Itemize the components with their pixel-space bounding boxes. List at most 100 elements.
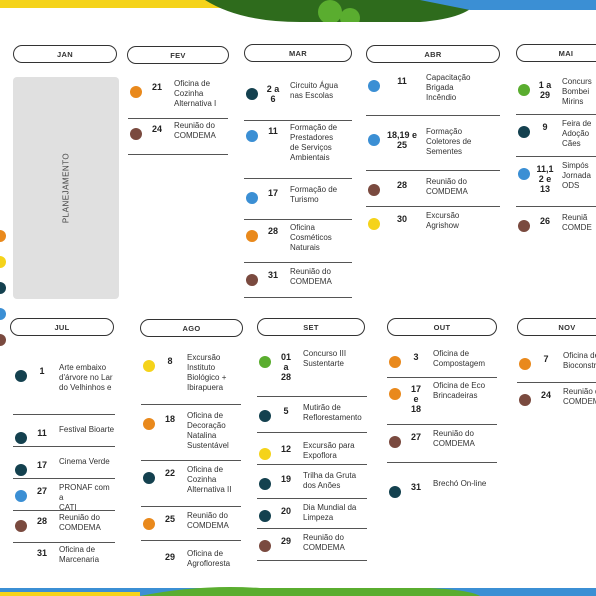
event-color-dot	[368, 184, 380, 196]
event-separator	[128, 154, 228, 155]
event-color-dot	[368, 218, 380, 230]
event-separator	[141, 404, 241, 405]
event-color-dot	[519, 358, 531, 370]
event-separator	[141, 460, 241, 461]
event-day: 28	[396, 180, 407, 190]
side-decoration-dot	[0, 334, 6, 346]
event-day: 29	[164, 552, 175, 562]
event-description: Feira de Adoção Cães	[562, 119, 592, 148]
event-separator	[257, 432, 367, 433]
event-color-dot	[246, 130, 258, 142]
event-description: Concurso III Sustentarte	[303, 349, 347, 368]
event-day: 24	[151, 124, 162, 134]
side-decoration-dot	[0, 256, 6, 268]
event-separator	[244, 262, 352, 263]
event-color-dot	[246, 230, 258, 242]
month-header-jul: JUL	[10, 318, 114, 336]
event-color-dot	[143, 360, 155, 372]
month-header-out: OUT	[387, 318, 497, 336]
event-separator	[141, 506, 241, 507]
event-day: 28	[36, 516, 47, 526]
event-separator	[13, 414, 115, 415]
event-color-dot	[518, 126, 530, 138]
event-separator	[366, 115, 500, 116]
event-description: Excursão Instituto Biológico + Ibirapuer…	[187, 353, 227, 392]
event-day: 8	[167, 356, 173, 366]
event-color-dot	[389, 356, 401, 368]
event-separator	[13, 510, 115, 511]
planejamento-block: PLANEJAMENTO	[13, 77, 119, 299]
side-decoration-dot	[0, 282, 6, 294]
event-color-dot	[15, 490, 27, 502]
month-header-mar: MAR	[244, 44, 352, 62]
event-color-dot	[518, 84, 530, 96]
event-color-dot	[368, 134, 380, 146]
event-color-dot	[130, 128, 142, 140]
event-color-dot	[389, 436, 401, 448]
event-separator	[257, 528, 367, 529]
event-description: Brechó On-line	[433, 479, 487, 488]
event-description: Mutirão de Reflorestamento	[303, 403, 362, 422]
event-day: 26	[539, 216, 550, 226]
event-day: 7	[543, 354, 549, 364]
event-description: Excursão Agrishow	[426, 211, 460, 230]
event-description: Oficina de Marcenaria	[59, 545, 100, 564]
event-day: 31	[267, 270, 278, 280]
event-separator	[257, 464, 367, 465]
month-header-fev: FEV	[127, 46, 229, 64]
event-separator	[516, 156, 596, 157]
event-color-dot	[143, 472, 155, 484]
event-description: Reunião d COMDEMA	[563, 387, 596, 406]
event-color-dot	[259, 510, 271, 522]
event-description: Festival Bioarte	[59, 425, 115, 434]
event-separator	[366, 206, 500, 207]
event-day: 27	[410, 432, 421, 442]
event-color-dot	[518, 220, 530, 232]
event-separator	[244, 297, 352, 298]
event-description: PRONAF com a CATI	[59, 483, 110, 512]
event-description: Reunião do COMDEMA	[59, 513, 101, 532]
event-color-dot	[143, 518, 155, 530]
event-description: Oficina de Bioconstru	[563, 351, 596, 370]
event-description: Reunião do COMDEMA	[187, 511, 229, 530]
event-color-dot	[259, 540, 271, 552]
event-separator	[516, 206, 596, 207]
event-day: 5	[283, 406, 289, 416]
event-description: Oficina Cosméticos Naturais	[290, 223, 332, 252]
event-description: Circuito Água nas Escolas	[290, 81, 339, 100]
event-day: 20	[280, 506, 291, 516]
event-separator	[257, 396, 367, 397]
event-color-dot	[246, 192, 258, 204]
event-day: 27	[36, 486, 47, 496]
event-day: 19	[280, 474, 291, 484]
event-day: 21	[151, 82, 162, 92]
event-separator	[128, 118, 228, 119]
event-day: 12	[280, 444, 291, 454]
event-separator	[13, 542, 115, 543]
event-day: 11	[268, 126, 278, 136]
event-day: 17	[267, 188, 278, 198]
event-description: Reunião do COMDEMA	[290, 267, 332, 286]
event-day: 17	[36, 460, 47, 470]
event-description: Reunião do COMDEMA	[426, 177, 468, 196]
event-color-dot	[246, 274, 258, 286]
event-description: Arte embaixo d'árvore no Lar do Velhinho…	[59, 363, 113, 392]
side-decoration-dot	[0, 230, 6, 242]
event-separator	[387, 462, 497, 463]
event-description: Reuniã COMDE	[562, 213, 592, 232]
event-description: Concurs Bombei Mirins	[562, 77, 592, 106]
event-description: Reunião do COMDEMA	[303, 533, 345, 552]
event-description: Oficina de Eco Brincadeiras	[433, 381, 486, 400]
event-description: Oficina de Cozinha Alternativa II	[187, 465, 232, 494]
event-separator	[257, 560, 367, 561]
event-color-dot	[259, 410, 271, 422]
event-description: Formação Coletores de Sementes	[426, 127, 472, 156]
event-description: Cinema Verde	[59, 457, 110, 466]
event-separator	[13, 446, 115, 447]
event-separator	[244, 120, 352, 121]
month-header-abr: ABR	[366, 45, 500, 63]
event-description: Reunião do COMDEMA	[174, 121, 216, 140]
month-header-ago: AGO	[140, 319, 243, 337]
planejamento-label: PLANEJAMENTO	[61, 152, 71, 224]
event-day: 31	[410, 482, 421, 492]
